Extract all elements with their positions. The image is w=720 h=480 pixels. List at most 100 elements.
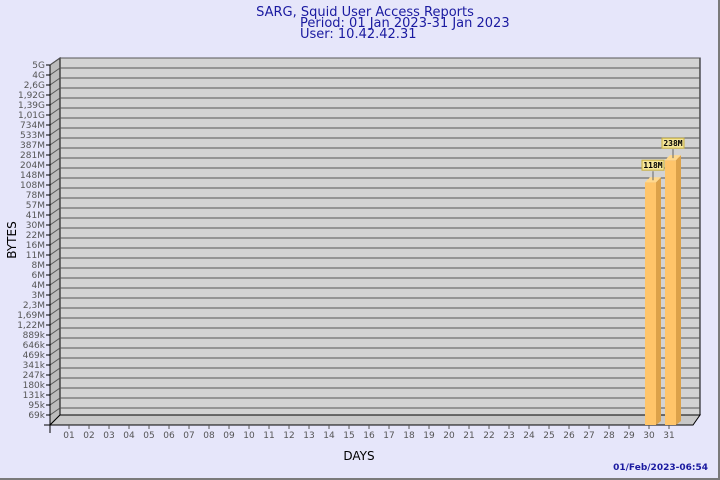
y-tick-label: 95k [28, 401, 45, 411]
y-tick-label: 1,92G [18, 91, 45, 101]
y-tick-label: 30M [26, 221, 45, 231]
y-tick-label: 8M [32, 261, 46, 271]
x-tick-label: 01 [63, 431, 74, 441]
data-label: 238M [663, 139, 682, 148]
x-tick-label: 13 [303, 431, 314, 441]
grid-line-side [49, 177, 61, 186]
grid-line-side [49, 327, 61, 336]
grid-line-side [49, 287, 61, 296]
grid-line-side [49, 167, 61, 176]
grid-line-side [49, 97, 61, 106]
y-tick-label: 1,69M [17, 311, 45, 321]
x-tick-label: 23 [503, 431, 514, 441]
x-tick-label: 30 [643, 431, 655, 441]
x-tick-label: 25 [543, 431, 554, 441]
y-tick-label: 5G [32, 61, 45, 71]
y-tick-label: 22M [26, 231, 45, 241]
grid-line-side [49, 407, 61, 416]
data-label-box [641, 159, 665, 171]
grid-line-side [49, 87, 61, 96]
grid-line-side [49, 127, 61, 136]
x-tick-label: 08 [203, 431, 215, 441]
grid-line-side [49, 357, 61, 366]
grid-line-side [49, 307, 61, 316]
y-tick-label: 1,39G [18, 101, 45, 111]
x-tick-label: 16 [363, 431, 375, 441]
y-tick-label: 131k [23, 391, 46, 401]
grid-line-side [49, 157, 61, 166]
chart-subtitle-user: User: 10.42.42.31 [300, 27, 416, 42]
grid-line-side [49, 337, 61, 346]
y-tick-label: 16M [26, 241, 45, 251]
data-label: 118M [643, 161, 662, 170]
x-tick-label: 15 [343, 431, 354, 441]
grid-line-side [49, 57, 61, 66]
x-tick-label: 11 [263, 431, 274, 441]
grid-line-side [49, 347, 61, 356]
x-tick-label: 04 [123, 431, 135, 441]
grid-line-side [49, 317, 61, 326]
grid-line-side [49, 217, 61, 226]
data-label-box [661, 137, 685, 149]
grid-line-side [49, 147, 61, 156]
y-tick-label: 69k [28, 411, 45, 421]
grid-line-side [49, 267, 61, 276]
grid-line-side [49, 77, 61, 86]
x-tick-label: 10 [243, 431, 255, 441]
y-tick-label: 2,3M [23, 301, 45, 311]
chart-title: SARG, Squid User Access Reports [256, 5, 474, 20]
grid-line-side [49, 197, 61, 206]
grid-line-side [49, 207, 61, 216]
x-tick-label: 06 [163, 431, 175, 441]
x-axis-label: DAYS [343, 449, 374, 463]
y-tick-label: 3M [32, 291, 46, 301]
grid-line-side [49, 107, 61, 116]
y-tick-label: 387M [20, 141, 45, 151]
x-tick-label: 20 [443, 431, 455, 441]
x-tick-label: 31 [663, 431, 674, 441]
y-tick-label: 469k [23, 351, 46, 361]
y-tick-label: 108M [20, 181, 45, 191]
grid-line-side [49, 237, 61, 246]
y-tick-label: 1,22M [17, 321, 45, 331]
x-tick-label: 29 [623, 431, 635, 441]
y-tick-label: 4M [32, 281, 46, 291]
y-tick-label: 646k [23, 341, 46, 351]
x-tick-label: 28 [603, 431, 615, 441]
y-tick-label: 281M [20, 151, 45, 161]
x-tick-label: 22 [483, 431, 494, 441]
y-tick-label: 2,6G [24, 81, 45, 91]
chart-subtitle-period: Period: 01 Jan 2023-31 Jan 2023 [300, 16, 510, 31]
x-tick-label: 17 [383, 431, 394, 441]
y-tick-label: 11M [26, 251, 45, 261]
y-tick-label: 341k [23, 361, 46, 371]
bar-side [676, 155, 681, 425]
x-tick-label: 05 [143, 431, 154, 441]
y-tick-label: 180k [23, 381, 46, 391]
y-tick-label: 533M [20, 131, 45, 141]
timestamp: 01/Feb/2023-06:54 [613, 463, 708, 473]
x-tick-label: 27 [583, 431, 594, 441]
x-tick-label: 12 [283, 431, 294, 441]
bar-front [645, 182, 656, 425]
grid-line-side [49, 117, 61, 126]
grid-line-side [49, 257, 61, 266]
grid-line-side [49, 67, 61, 76]
x-tick-label: 14 [323, 431, 335, 441]
grid-line-side [49, 137, 61, 146]
grid-line-side [49, 397, 61, 406]
x-tick-label: 19 [423, 431, 435, 441]
y-tick-label: 57M [26, 201, 45, 211]
x-tick-label: 09 [223, 431, 235, 441]
grid-line-side [49, 377, 61, 386]
grid-line-side [49, 277, 61, 286]
y-tick-label: 247k [23, 371, 46, 381]
y-tick-label: 78M [26, 191, 45, 201]
grid-line-side [49, 227, 61, 236]
back-wall [59, 57, 701, 416]
grid-line-side [49, 247, 61, 256]
y-tick-label: 4G [32, 71, 45, 81]
y-tick-label: 889k [23, 331, 46, 341]
